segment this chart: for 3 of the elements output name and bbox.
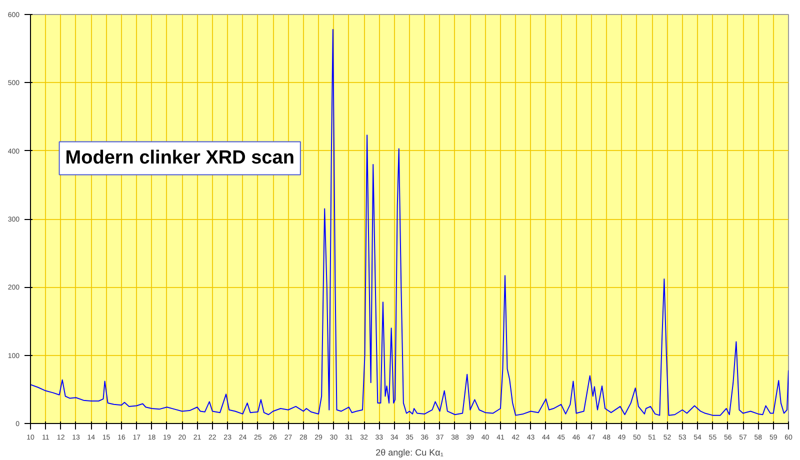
x-axis-title: 2θ angle: Cu Kα₁ [376, 448, 444, 458]
line-series [30, 28, 788, 416]
text: Modern clinker XRD scan [65, 148, 294, 169]
